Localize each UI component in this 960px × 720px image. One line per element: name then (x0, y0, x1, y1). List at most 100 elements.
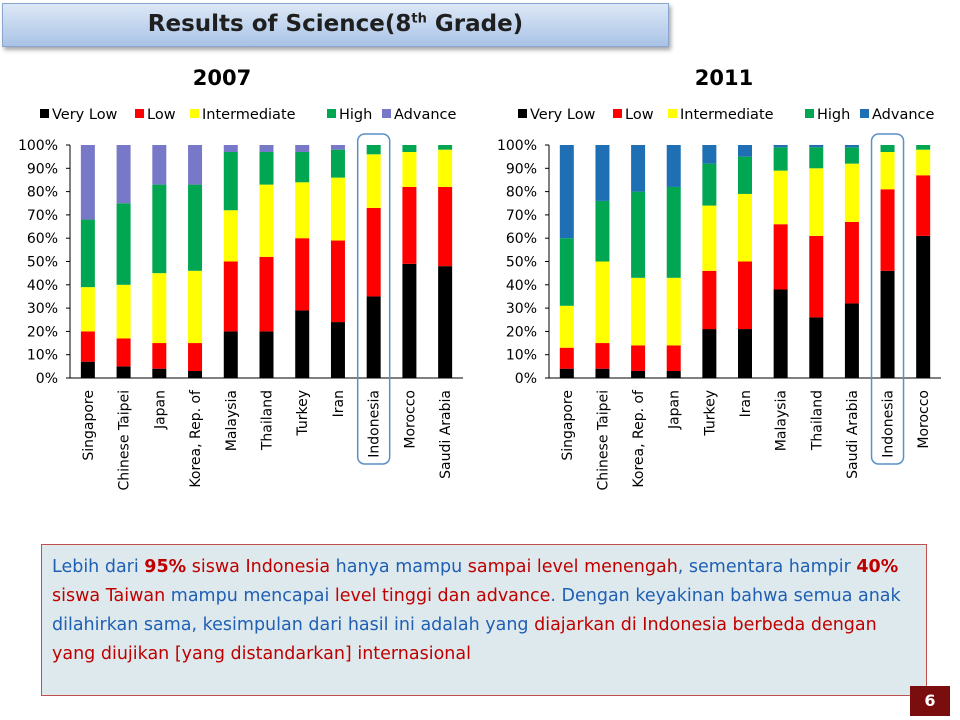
y-tick-label: 10% (506, 348, 537, 364)
bar-segment (116, 203, 131, 285)
y-tick-label: 20% (506, 324, 537, 340)
bar-segment (188, 270, 203, 344)
legend-swatch (668, 109, 677, 118)
bar-segment (438, 149, 453, 187)
y-tick-label: 20% (27, 324, 58, 340)
bar-segment (595, 145, 610, 201)
chart-title: 2011 (695, 66, 753, 90)
category-label: Thailand (809, 390, 825, 451)
bar-segment (402, 145, 417, 152)
bar-segment (559, 145, 574, 239)
bar-segment (259, 331, 274, 378)
bar-segment (188, 145, 203, 185)
bar-segment (295, 145, 310, 152)
bar-segment (595, 261, 610, 344)
y-tick-label: 50% (27, 255, 58, 271)
bar-segment (738, 261, 752, 330)
bar-segment (738, 145, 752, 157)
category-label: Korea, Rep. of (188, 389, 204, 488)
legend-label: Low (147, 107, 176, 123)
bar-segment (631, 277, 646, 346)
charts-canvas: 2007 Very Low Low Intermediate High Advance 0%… (18, 66, 941, 490)
category-label: Korea, Rep. of (631, 389, 647, 488)
legend-label: Low (625, 107, 654, 123)
category-label: Malaysia (224, 390, 240, 451)
note-segment: . Dengan keyakinan bahwa semua anak dila… (52, 586, 901, 635)
bar-segment (402, 151, 417, 187)
bar-segment (844, 145, 859, 148)
legend-label: High (339, 107, 372, 123)
bar-segment (80, 361, 95, 378)
bar-segment (223, 210, 238, 262)
y-tick-label: 90% (27, 161, 58, 177)
bar-segment (809, 317, 824, 378)
y-tick-label: 60% (506, 231, 537, 247)
conclusion-text: Lebih dari 95% siswa Indonesia hanya mam… (52, 553, 916, 669)
y-tick-label: 0% (36, 371, 58, 387)
bar-segment (809, 168, 824, 236)
bar-segment (259, 151, 274, 185)
y-tick-label: 80% (506, 185, 537, 201)
bar-segment (702, 145, 717, 164)
legend-swatch (382, 109, 391, 118)
legend-label: Intermediate (202, 107, 296, 123)
bar-segment (631, 345, 646, 372)
bar-segment (595, 343, 610, 369)
bar-segment (330, 322, 345, 378)
y-tick-label: 80% (27, 185, 58, 201)
bar-segment (438, 186, 453, 267)
page-number: 6 (910, 686, 950, 716)
bar-segment (188, 371, 203, 378)
bar-segment (366, 207, 381, 297)
highlight-box (870, 133, 905, 465)
bar-segment (916, 145, 931, 150)
category-label: Singapore (560, 390, 576, 461)
bar-segment (330, 145, 345, 150)
category-label: Chinese Taipei (595, 390, 611, 490)
bar-segment (916, 175, 931, 236)
note-segment: sampai level menengah (467, 557, 678, 577)
bar-segment (880, 189, 895, 271)
category-label: Morocco (402, 390, 418, 449)
bar-segment (702, 163, 717, 206)
bar-segment (366, 145, 381, 155)
bar-segment (559, 368, 574, 378)
category-label: Malaysia (774, 390, 790, 451)
y-tick-label: 30% (27, 301, 58, 317)
legend-label: Advance (872, 107, 934, 123)
note-segment: diajarkan di Indonesia berbeda dengan ya… (52, 615, 877, 664)
bar-segment (223, 145, 238, 152)
bar-segment (152, 273, 167, 344)
category-label: Indonesia (367, 390, 383, 458)
note-segment: 40% (856, 557, 899, 577)
bar-segment (880, 145, 895, 152)
title-banner: Results of Science(8th Grade) (2, 3, 669, 47)
legend-swatch (40, 109, 49, 118)
y-tick-label: 10% (27, 348, 58, 364)
bar-segment (916, 235, 931, 378)
bar-segment (559, 238, 574, 306)
bar-segment (916, 149, 931, 176)
bar-segment (631, 145, 646, 192)
bar-segment (880, 151, 895, 190)
legend-swatch (327, 109, 336, 118)
bar-segment (330, 240, 345, 323)
y-tick-label: 60% (27, 231, 58, 247)
bar-segment (366, 154, 381, 208)
note-segment: siswa Taiwan (52, 586, 171, 606)
bar-segment (366, 296, 381, 378)
bar-segment (295, 182, 310, 239)
legend: Very Low Low Intermediate High Advance (40, 107, 456, 123)
bar-segment (223, 151, 238, 211)
bar-segment (666, 345, 681, 372)
chart-1: 2011 Very Low Low Intermediate High Advance 0%… (497, 66, 941, 490)
legend-label: Intermediate (680, 107, 774, 123)
category-label: Morocco (916, 390, 932, 449)
category-label: Saudi Arabia (845, 390, 861, 479)
y-tick-label: 0% (515, 371, 537, 387)
note-segment: Lebih dari (52, 557, 145, 577)
category-label: Chinese Taipei (117, 390, 133, 490)
bar-segment (702, 205, 717, 271)
bar-segment (116, 284, 131, 339)
category-label: Turkey (295, 390, 311, 437)
